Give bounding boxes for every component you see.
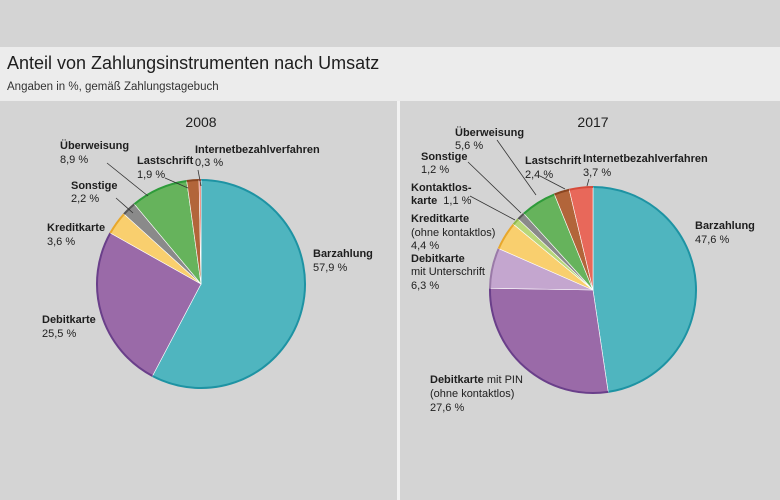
value-sonstige-2017: 1,2 % <box>421 164 449 176</box>
pie-slice-rim-barzahlung <box>152 179 306 389</box>
leader-line <box>469 195 516 221</box>
chart-header: Anteil von Zahlungsinstrumenten nach Ums… <box>0 47 780 101</box>
pie-2008 <box>96 178 306 389</box>
pie-slice-rim-barzahlung <box>592 186 697 393</box>
value-ueberweisung-2008: 8,9 % <box>60 154 88 166</box>
value-kreditkarte-2008: 3,6 % <box>47 236 75 248</box>
label-sonstige-2008: Sonstige <box>71 180 117 192</box>
value-sonstige-2008: 2,2 % <box>71 193 99 205</box>
label-ueberweisung-2017: Überweisung <box>455 126 524 139</box>
value-internet-2017: 3,7 % <box>583 167 611 179</box>
value-kontaktlos-2017: 1,1 % <box>443 195 471 207</box>
pie-slice-rim-debitkarte-mit-pin-ohne-kontaktlos <box>489 288 609 394</box>
pie-slice-rim-debitkarte <box>96 232 153 377</box>
leader-line <box>467 161 522 214</box>
label-kreditkarte-2008: Kreditkarte <box>47 222 105 234</box>
label-debitkarte-pin-2017-line1: Debitkarte mit PIN <box>430 374 523 386</box>
label-kontaktlos-2017-line2: karte 1,1 % <box>411 195 472 207</box>
pie-2017 <box>489 186 697 394</box>
leader-lines-2017 <box>467 139 590 221</box>
label-internet-2008: Internetbezahlverfahren <box>195 144 320 156</box>
label-kontaktlos-2017: Kontaktlos- <box>411 182 472 194</box>
label-debitkarte-pin-2017: Debitkarte <box>430 374 484 386</box>
value-barzahlung-2008: 57,9 % <box>313 262 347 274</box>
pie-slice-barzahlung <box>592 186 697 393</box>
value-lastschrift-2017: 2,4 % <box>525 169 553 181</box>
panel-divider <box>397 101 400 500</box>
label-debitkarte-pin-2017-mit: mit PIN <box>484 374 523 386</box>
leader-line <box>539 175 566 190</box>
label-internet-2017: Internetbezahlverfahren <box>583 153 708 165</box>
leader-line <box>106 162 149 197</box>
label-debitkarte-2008: Debitkarte <box>42 314 96 326</box>
value-ueberweisung-2017: 5,6 % <box>455 140 483 152</box>
label-lastschrift-2008: Lastschrift <box>137 155 194 167</box>
year-label-2017: 2017 <box>577 114 608 130</box>
leader-line <box>164 177 189 189</box>
label-debitkarte-u-2017: Debitkarte <box>411 253 465 265</box>
leader-line <box>197 169 202 187</box>
chart-subtitle: Angaben in %, gemäß Zahlungstagebuch <box>7 81 219 93</box>
pie-slice-rim-internetbezahlverfahren <box>569 186 594 191</box>
label-kreditkarte-2017: Kreditkarte <box>411 213 469 225</box>
leader-line <box>496 139 537 196</box>
label-kreditkarte-2017-sub: (ohne kontaktlos) <box>411 227 495 239</box>
pie-slice-rim-debitkarte-mit-unterschrift <box>489 248 500 289</box>
value-barzahlung-2017: 47,6 % <box>695 234 729 246</box>
label-sonstige-2017: Sonstige <box>421 151 467 163</box>
chart-title: Anteil von Zahlungsinstrumenten nach Ums… <box>7 53 380 73</box>
label-barzahlung-2008: Barzahlung <box>313 248 373 260</box>
label-lastschrift-2017: Lastschrift <box>525 155 582 167</box>
pie-slice-rim-lastschrift <box>186 179 200 182</box>
label-debitkarte-pin-2017-sub: (ohne kontaktlos) <box>430 388 514 400</box>
label-kontaktlos-2017-karte: karte <box>411 195 437 207</box>
label-ueberweisung-2008: Überweisung <box>60 139 129 152</box>
value-internet-2008: 0,3 % <box>195 157 223 169</box>
leader-line <box>115 197 134 214</box>
pie-slice-rim-überweisung <box>133 179 187 205</box>
label-barzahlung-2017: Barzahlung <box>695 220 755 232</box>
value-debitkarte-2008: 25,5 % <box>42 328 76 340</box>
value-lastschrift-2008: 1,9 % <box>137 169 165 181</box>
leader-line <box>586 178 590 187</box>
value-debitkarte-pin-2017: 27,6 % <box>430 402 464 414</box>
value-kreditkarte-2017: 4,4 % <box>411 240 439 252</box>
label-debitkarte-u-2017-sub: mit Unterschrift <box>411 266 485 278</box>
pie-slice-rim-überweisung <box>523 193 555 215</box>
leader-lines-2008 <box>106 162 202 214</box>
year-label-2008: 2008 <box>185 114 216 130</box>
value-debitkarte-u-2017: 6,3 % <box>411 280 439 292</box>
